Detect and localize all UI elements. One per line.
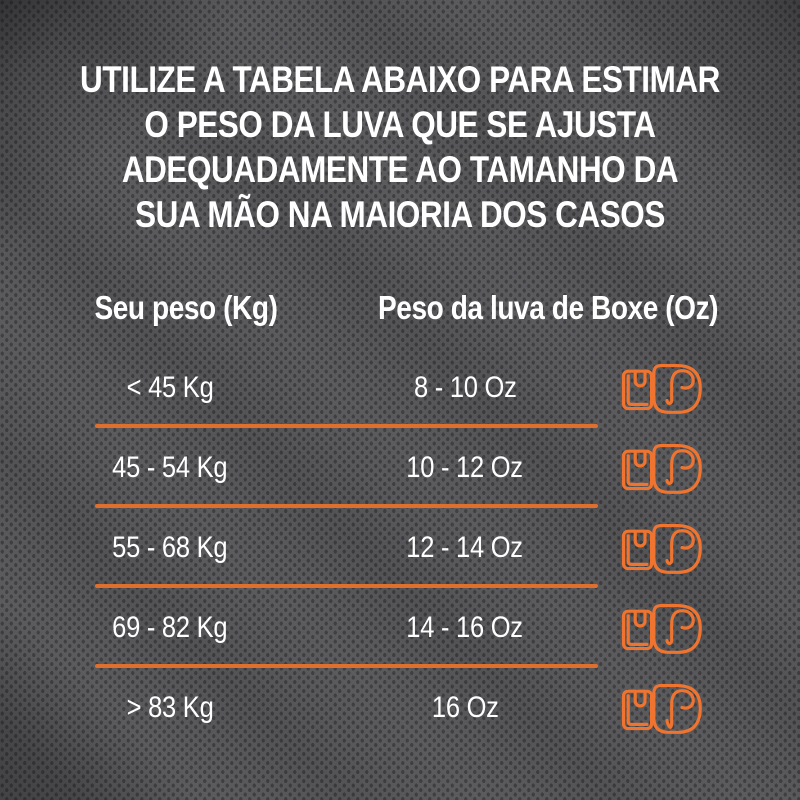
table-row: > 83 Kg 16 Oz bbox=[0, 668, 800, 748]
page-title-line: ADEQUADAMENTE AO TAMANHO DA bbox=[121, 149, 679, 190]
table-row: < 45 Kg 8 - 10 Oz bbox=[0, 348, 800, 428]
boxing-glove-icon bbox=[614, 668, 706, 748]
row-divider bbox=[95, 504, 598, 508]
column-header-glove-weight: Peso da luva de Boxe (Oz) bbox=[378, 289, 719, 326]
glove-size-value: 16 Oz bbox=[345, 668, 585, 748]
boxing-glove-icon bbox=[614, 588, 706, 668]
glove-size-text: 8 - 10 Oz bbox=[413, 371, 517, 404]
weight-range-text: 55 - 68 Kg bbox=[112, 531, 228, 564]
weight-range-text: > 83 Kg bbox=[126, 691, 214, 724]
glove-size-value: 14 - 16 Oz bbox=[345, 588, 585, 668]
glove-size-value: 12 - 14 Oz bbox=[345, 508, 585, 588]
page-title-line: O PESO DA LUVA QUE SE AJUSTA bbox=[144, 104, 656, 145]
glove-size-text: 12 - 14 Oz bbox=[406, 531, 524, 564]
weight-range-value: 69 - 82 Kg bbox=[60, 588, 280, 668]
boxing-glove-icon bbox=[614, 348, 706, 428]
row-divider bbox=[95, 584, 598, 588]
weight-range-value: > 83 Kg bbox=[60, 668, 280, 748]
glove-size-text: 14 - 16 Oz bbox=[406, 611, 524, 644]
weight-range-text: 69 - 82 Kg bbox=[112, 611, 228, 644]
table-row: 55 - 68 Kg 12 - 14 Oz bbox=[0, 508, 800, 588]
glove-size-value: 8 - 10 Oz bbox=[345, 348, 585, 428]
row-divider bbox=[95, 664, 598, 668]
boxing-glove-icon bbox=[614, 428, 706, 508]
weight-range-value: < 45 Kg bbox=[60, 348, 280, 428]
boxing-glove-icon bbox=[614, 508, 706, 588]
weight-range-text: < 45 Kg bbox=[126, 371, 214, 404]
glove-size-value: 10 - 12 Oz bbox=[345, 428, 585, 508]
page-title: UTILIZE A TABELA ABAIXO PARA ESTIMAR O P… bbox=[0, 57, 800, 237]
glove-size-text: 16 Oz bbox=[431, 691, 499, 724]
table-row: 69 - 82 Kg 14 - 16 Oz bbox=[0, 588, 800, 668]
page-title-line: SUA MÃO NA MAIORIA DOS CASOS bbox=[135, 194, 665, 235]
weight-range-text: 45 - 54 Kg bbox=[112, 451, 228, 484]
glove-size-text: 10 - 12 Oz bbox=[406, 451, 524, 484]
weight-range-value: 55 - 68 Kg bbox=[60, 508, 280, 588]
row-divider bbox=[95, 424, 598, 428]
table-row: 45 - 54 Kg 10 - 12 Oz bbox=[0, 428, 800, 508]
weight-range-value: 45 - 54 Kg bbox=[60, 428, 280, 508]
page-title-line: UTILIZE A TABELA ABAIXO PARA ESTIMAR bbox=[80, 59, 720, 100]
column-header-weight: Seu peso (Kg) bbox=[94, 289, 278, 326]
